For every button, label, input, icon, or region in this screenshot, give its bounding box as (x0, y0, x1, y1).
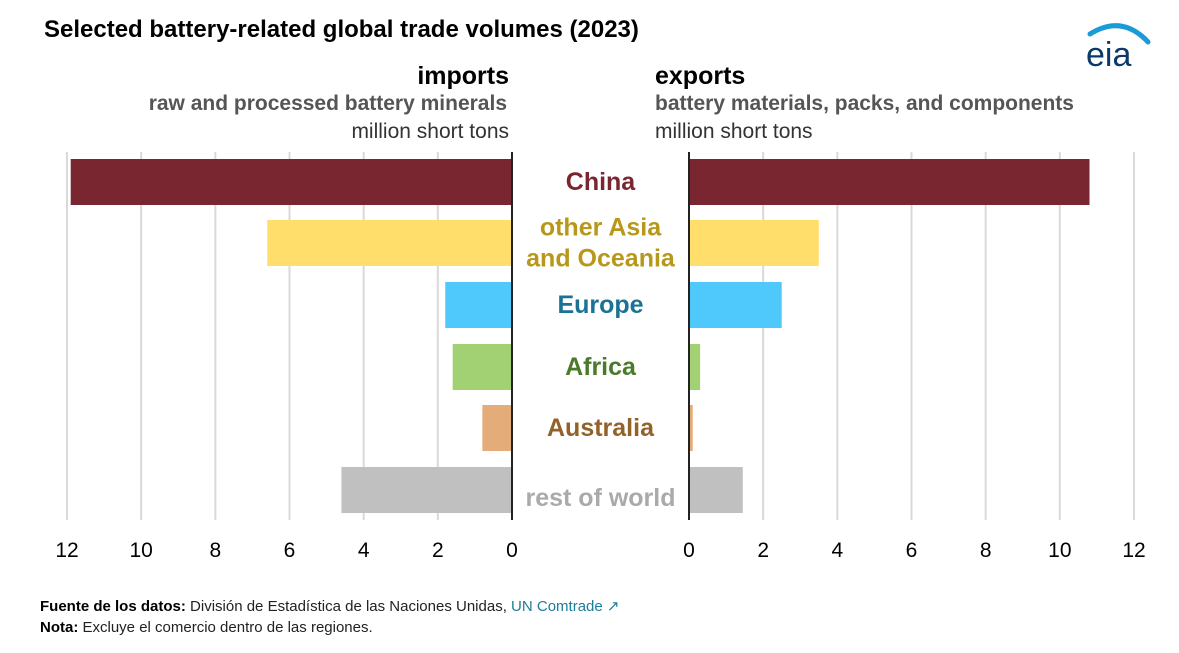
category-labels: China other Asia and Oceania Europe Africa Au… (525, 168, 675, 512)
tick-label-imports: 0 (506, 539, 518, 562)
tick-label-exports: 10 (1048, 539, 1071, 562)
note-text: Excluye el comercio dentro de las region… (82, 619, 373, 636)
bar-exports (689, 220, 819, 266)
note-line: Nota: Excluye el comercio dentro de las … (40, 617, 619, 638)
exports-subtitle: battery materials, packs, and components (655, 92, 1074, 115)
category-label: and Oceania (526, 245, 676, 273)
category-label: Africa (565, 353, 637, 381)
source-line: Fuente de los datos: División de Estadís… (40, 596, 619, 617)
tick-label-exports: 0 (683, 539, 695, 562)
tick-label-imports: 8 (209, 539, 221, 562)
bar-exports (689, 344, 701, 390)
category-label: Europe (557, 291, 643, 319)
bar-imports (70, 159, 512, 205)
tick-label-exports: 4 (831, 539, 843, 562)
tick-label-exports: 2 (757, 539, 769, 562)
external-link-icon[interactable]: ↗ (606, 598, 620, 615)
imports-subtitle: raw and processed battery minerals (148, 92, 507, 115)
category-label: other Asia (540, 214, 662, 242)
bar-exports (689, 159, 1090, 205)
bar-imports (445, 282, 512, 328)
category-label: Australia (547, 414, 655, 442)
eia-logo: eia (1082, 16, 1154, 74)
bar-imports (267, 220, 512, 266)
tick-label-exports: 12 (1122, 539, 1145, 562)
axes (511, 152, 690, 520)
exports-unit: million short tons (655, 120, 813, 143)
footer: Fuente de los datos: División de Estadís… (40, 596, 619, 638)
source-label: Fuente de los datos: (40, 598, 186, 615)
source-link[interactable]: UN Comtrade (511, 598, 603, 615)
bar-exports (689, 405, 693, 451)
tick-labels: 12 10 8 6 4 2 0 0 2 4 6 8 10 12 (55, 539, 1145, 562)
tick-label-imports: 2 (432, 539, 444, 562)
tick-label-exports: 6 (906, 539, 918, 562)
tick-label-imports: 10 (129, 539, 152, 562)
imports-unit: million short tons (351, 120, 509, 143)
bar-exports (689, 282, 782, 328)
bars (70, 159, 1090, 513)
tick-label-imports: 12 (55, 539, 78, 562)
tick-label-imports: 6 (284, 539, 296, 562)
note-label: Nota: (40, 619, 79, 636)
logo-text: eia (1086, 36, 1131, 72)
gridlines (66, 152, 1135, 520)
tick-label-imports: 4 (358, 539, 370, 562)
bar-imports (452, 344, 512, 390)
tick-label-exports: 8 (980, 539, 992, 562)
bar-imports (482, 405, 512, 451)
category-label: rest of world (525, 484, 675, 512)
imports-title: imports (417, 62, 509, 90)
chart-title: Selected battery-related global trade vo… (44, 16, 639, 43)
bar-imports (341, 467, 512, 513)
exports-title: exports (655, 62, 746, 90)
source-text: División de Estadística de las Naciones … (190, 598, 507, 615)
butterfly-chart: China other Asia and Oceania Europe Africa Au… (55, 152, 1146, 562)
category-label: China (566, 168, 637, 196)
bar-exports (689, 467, 743, 513)
logo-swoosh-icon (1087, 23, 1151, 45)
